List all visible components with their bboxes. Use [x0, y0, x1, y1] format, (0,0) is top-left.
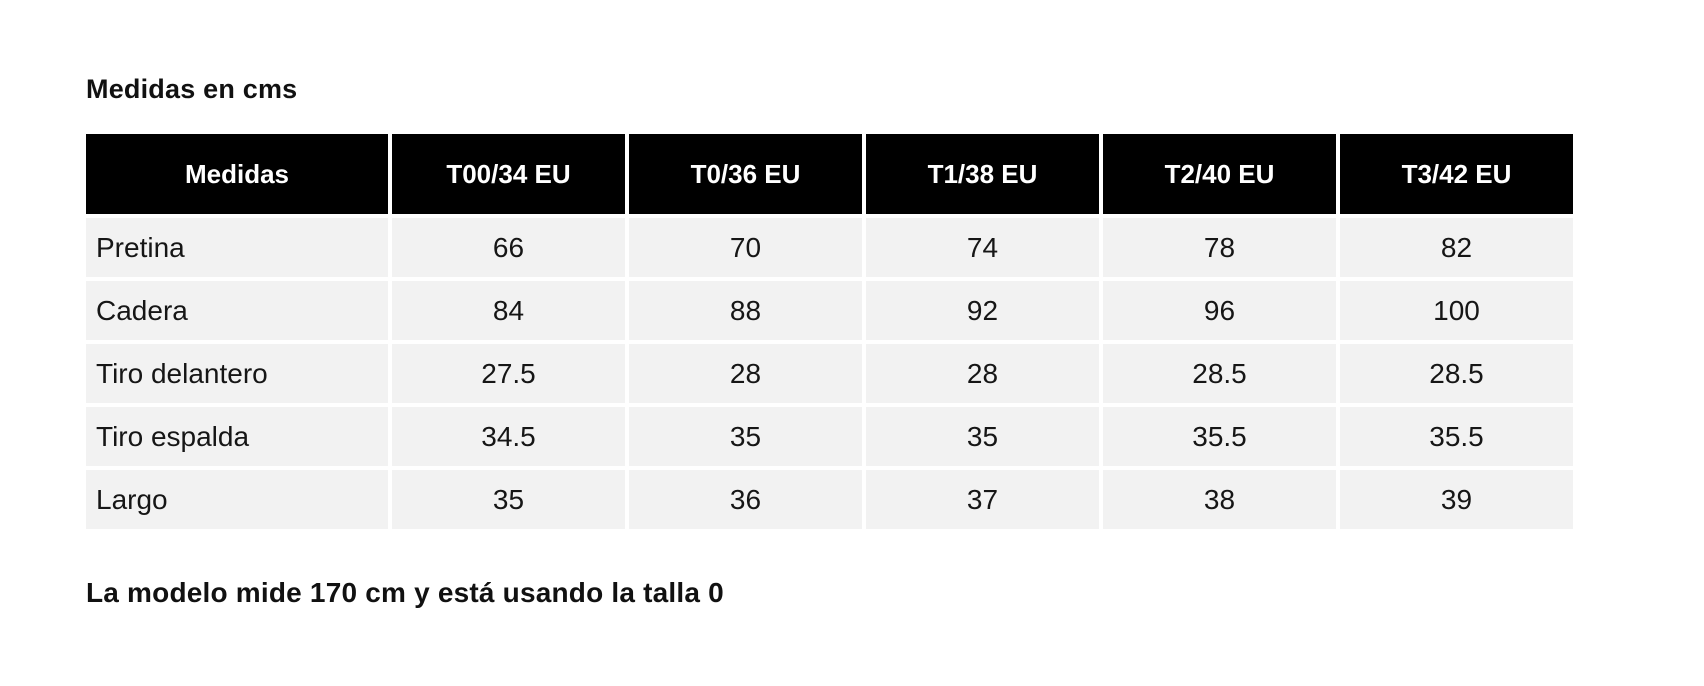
measure-cell: 35.5 — [1103, 407, 1336, 466]
measure-cell: 35 — [866, 407, 1099, 466]
measure-cell: 28 — [629, 344, 862, 403]
table-row-cadera: Cadera 84 88 92 96 100 — [86, 281, 1573, 340]
measure-cell: 100 — [1340, 281, 1573, 340]
size-table: Medidas T00/34 EU T0/36 EU T1/38 EU T2/4… — [82, 130, 1577, 533]
measure-cell: 66 — [392, 218, 625, 277]
measure-cell: 35 — [392, 470, 625, 529]
row-label: Largo — [86, 470, 388, 529]
measure-cell: 82 — [1340, 218, 1573, 277]
measure-cell: 74 — [866, 218, 1099, 277]
measure-cell: 92 — [866, 281, 1099, 340]
measure-cell: 36 — [629, 470, 862, 529]
measure-cell: 37 — [866, 470, 1099, 529]
measure-cell: 28.5 — [1340, 344, 1573, 403]
table-row-largo: Largo 35 36 37 38 39 — [86, 470, 1573, 529]
table-row-tiro-espalda: Tiro espalda 34.5 35 35 35.5 35.5 — [86, 407, 1573, 466]
measure-cell: 27.5 — [392, 344, 625, 403]
measure-cell: 34.5 — [392, 407, 625, 466]
row-label: Tiro delantero — [86, 344, 388, 403]
measure-cell: 96 — [1103, 281, 1336, 340]
table-row-pretina: Pretina 66 70 74 78 82 — [86, 218, 1573, 277]
measure-cell: 28.5 — [1103, 344, 1336, 403]
column-header-t3-42-eu: T3/42 EU — [1340, 134, 1573, 214]
measure-cell: 35 — [629, 407, 862, 466]
measure-cell: 70 — [629, 218, 862, 277]
row-label: Cadera — [86, 281, 388, 340]
measure-cell: 88 — [629, 281, 862, 340]
measure-cell: 39 — [1340, 470, 1573, 529]
table-row-tiro-delantero: Tiro delantero 27.5 28 28 28.5 28.5 — [86, 344, 1573, 403]
measure-cell: 28 — [866, 344, 1099, 403]
column-header-t00-34-eu: T00/34 EU — [392, 134, 625, 214]
column-header-medidas: Medidas — [86, 134, 388, 214]
row-label: Pretina — [86, 218, 388, 277]
column-header-t2-40-eu: T2/40 EU — [1103, 134, 1336, 214]
column-header-t0-36-eu: T0/36 EU — [629, 134, 862, 214]
column-header-t1-38-eu: T1/38 EU — [866, 134, 1099, 214]
measure-cell: 35.5 — [1340, 407, 1573, 466]
measure-cell: 38 — [1103, 470, 1336, 529]
measure-cell: 78 — [1103, 218, 1336, 277]
row-label: Tiro espalda — [86, 407, 388, 466]
model-size-note: La modelo mide 170 cm y está usando la t… — [86, 577, 724, 608]
page-title: Medidas en cms — [86, 74, 298, 104]
measure-cell: 84 — [392, 281, 625, 340]
header-row: Medidas T00/34 EU T0/36 EU T1/38 EU T2/4… — [86, 134, 1573, 214]
